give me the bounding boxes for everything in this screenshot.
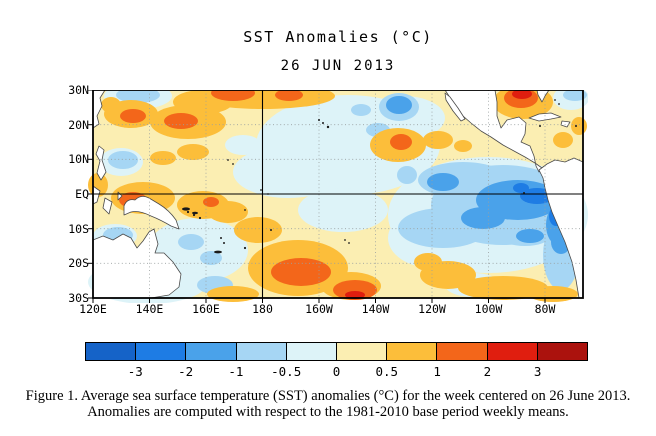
colorbar-tick-label: -3 <box>127 364 143 379</box>
figure-caption: Figure 1. Average sea surface temperatur… <box>0 388 656 420</box>
lat-axis-label: 20S <box>68 256 89 270</box>
sulawesi <box>102 197 113 215</box>
figure-caption-line-2: Anomalies are computed with respect to t… <box>87 404 569 420</box>
philippines <box>95 145 107 181</box>
colorbar-segment <box>486 342 538 361</box>
colorbar-segment <box>135 342 187 361</box>
lat-axis-label: 30S <box>68 291 89 305</box>
colorbar-tick-label: 3 <box>533 364 542 379</box>
gridlines <box>93 90 583 298</box>
colorbar-tick-label: 0 <box>332 364 341 379</box>
colorbar-segment <box>386 342 438 361</box>
lon-axis-label: 140W <box>361 302 390 316</box>
colorbar-segment <box>85 342 137 361</box>
lon-axis-label: 120E <box>79 302 107 316</box>
land-layer <box>92 90 584 299</box>
lon-axis-label: 140E <box>135 302 164 316</box>
colorbar-segment <box>436 342 488 361</box>
lat-axis-label: 20N <box>68 118 89 132</box>
colorbar-segment <box>336 342 388 361</box>
colorbar-tick-label: 0.5 <box>375 364 399 379</box>
map-border <box>92 90 584 299</box>
island-specks <box>182 99 577 254</box>
colorbar <box>85 342 589 361</box>
mexico-central-america <box>444 90 543 173</box>
sst-anomaly-map <box>88 90 588 303</box>
new-guinea <box>123 196 180 230</box>
lon-axis-label: 100W <box>474 302 503 316</box>
colorbar-segment <box>285 342 338 361</box>
lon-axis-label: 180 <box>252 302 273 316</box>
south-america <box>538 157 584 299</box>
lat-axis-label: 30N <box>68 83 89 97</box>
colorbar-tick-label: -2 <box>178 364 194 379</box>
warm-core-anomaly-regions <box>345 90 532 299</box>
florida <box>536 90 550 103</box>
colorbar-tick-label: 2 <box>483 364 492 379</box>
colorbar-tick-label: -0.5 <box>271 364 302 379</box>
lat-axis-label: 10S <box>68 222 89 236</box>
lon-axis-label: 160W <box>305 302 333 316</box>
figure-title: SST Anomalies (°C) <box>243 28 433 46</box>
colorbar-segment <box>185 342 237 361</box>
hispaniola <box>560 120 571 128</box>
asia-coast <box>92 90 106 129</box>
lat-axis-label: EQ <box>75 187 89 201</box>
baja-california <box>444 92 466 122</box>
lon-axis-label: 120W <box>418 302 446 316</box>
figure-caption-line-1: Figure 1. Average sea surface temperatur… <box>25 388 631 404</box>
colorbar-tick-label: -1 <box>228 364 244 379</box>
lon-axis-label: 80W <box>534 302 556 316</box>
lat-axis-label: 10N <box>68 152 89 166</box>
lon-axis-label: 160E <box>192 302 220 316</box>
figure-date: 26 JUN 2013 <box>280 58 396 74</box>
colorbar-tick-label: 1 <box>433 364 441 379</box>
colorbar-segment <box>235 342 287 361</box>
cuba <box>528 112 562 122</box>
colorbar-segment <box>536 342 589 361</box>
